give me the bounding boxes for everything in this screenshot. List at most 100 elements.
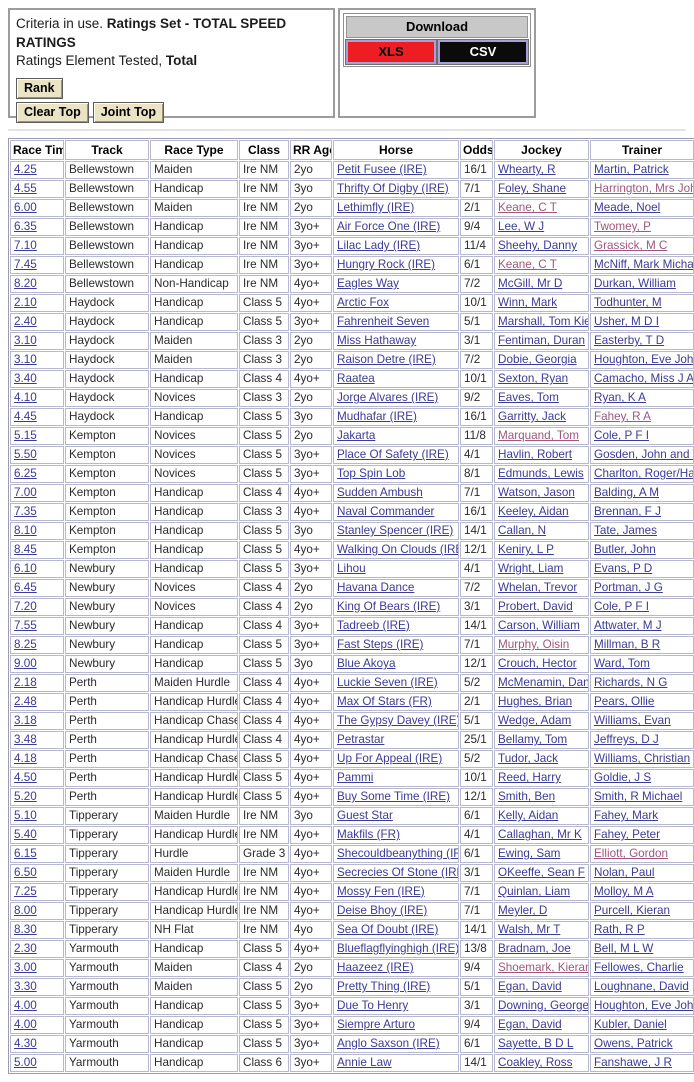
trainer-link[interactable]: Camacho, Miss J A	[594, 372, 694, 385]
jockey-link[interactable]: Downing, George	[498, 999, 589, 1012]
jockey-link[interactable]: Sexton, Ryan	[498, 372, 569, 385]
horse-link[interactable]: Fast Steps (IRE)	[337, 638, 424, 651]
race-time-link[interactable]: 6.15	[14, 847, 37, 860]
race-time-link[interactable]: 6.45	[14, 581, 37, 594]
race-time-link[interactable]: 5.00	[14, 1056, 37, 1069]
race-time-link[interactable]: 8.10	[14, 524, 37, 537]
trainer-link[interactable]: Butler, John	[594, 543, 656, 556]
jockey-link[interactable]: Keane, C T	[498, 258, 557, 271]
jockey-link[interactable]: Smith, Ben	[498, 790, 556, 803]
race-time-link[interactable]: 7.10	[14, 239, 37, 252]
jockey-link[interactable]: Meyler, D	[498, 904, 548, 917]
horse-link[interactable]: Sudden Ambush	[337, 486, 423, 499]
trainer-link[interactable]: Elliott, Gordon	[594, 847, 669, 860]
jockey-link[interactable]: Probert, David	[498, 600, 573, 613]
horse-link[interactable]: King Of Bears (IRE)	[337, 600, 441, 613]
race-time-link[interactable]: 4.45	[14, 410, 37, 423]
race-time-link[interactable]: 4.25	[14, 163, 37, 176]
race-time-link[interactable]: 6.25	[14, 467, 37, 480]
jockey-link[interactable]: Edmunds, Lewis	[498, 467, 584, 480]
trainer-link[interactable]: Houghton, Eve Johnson	[594, 999, 694, 1012]
jockey-link[interactable]: Whearty, R	[498, 163, 556, 176]
trainer-link[interactable]: Owens, Patrick	[594, 1037, 673, 1050]
trainer-link[interactable]: Bell, M L W	[594, 942, 654, 955]
horse-link[interactable]: Pretty Thing (IRE)	[337, 980, 431, 993]
trainer-link[interactable]: Meade, Noel	[594, 201, 661, 214]
race-time-link[interactable]: 8.20	[14, 277, 37, 290]
trainer-link[interactable]: Williams, Evan	[594, 714, 671, 727]
horse-link[interactable]: The Gypsy Davey (IRE)	[337, 714, 459, 727]
horse-link[interactable]: Sea Of Doubt (IRE)	[337, 923, 439, 936]
jockey-link[interactable]: Reed, Harry	[498, 771, 562, 784]
jockey-link[interactable]: McGill, Mr D	[498, 277, 563, 290]
race-time-link[interactable]: 4.55	[14, 182, 37, 195]
jockey-link[interactable]: Lee, W J	[498, 220, 545, 233]
horse-link[interactable]: Blue Akoya	[337, 657, 396, 670]
race-time-link[interactable]: 7.55	[14, 619, 37, 632]
race-time-link[interactable]: 3.10	[14, 334, 37, 347]
horse-link[interactable]: Up For Appeal (IRE)	[337, 752, 443, 765]
horse-link[interactable]: Jakarta	[337, 429, 376, 442]
jockey-link[interactable]: Keeley, Aidan	[498, 505, 569, 518]
jockey-link[interactable]: Bellamy, Tom	[498, 733, 568, 746]
jockey-link[interactable]: Crouch, Hector	[498, 657, 577, 670]
race-time-link[interactable]: 5.10	[14, 809, 37, 822]
jockey-link[interactable]: Carson, William	[498, 619, 580, 632]
trainer-link[interactable]: Usher, M D I	[594, 315, 659, 328]
horse-link[interactable]: Raatea	[337, 372, 375, 385]
race-time-link[interactable]: 7.00	[14, 486, 37, 499]
trainer-link[interactable]: Balding, A M	[594, 486, 659, 499]
download-xls-button[interactable]: XLS	[345, 39, 437, 65]
trainer-link[interactable]: Brennan, F J	[594, 505, 661, 518]
jockey-link[interactable]: Egan, David	[498, 1018, 562, 1031]
horse-link[interactable]: Max Of Stars (FR)	[337, 695, 432, 708]
horse-link[interactable]: Guest Star	[337, 809, 393, 822]
trainer-link[interactable]: Molloy, M A	[594, 885, 654, 898]
horse-link[interactable]: Shecouldbeanything (IRE)	[337, 847, 458, 860]
race-time-link[interactable]: 5.20	[14, 790, 37, 803]
trainer-link[interactable]: Nolan, Paul	[594, 866, 655, 879]
horse-link[interactable]: Due To Henry	[337, 999, 409, 1012]
jockey-link[interactable]: Kelly, Aidan	[498, 809, 559, 822]
jockey-link[interactable]: Watson, Jason	[498, 486, 575, 499]
trainer-link[interactable]: Ward, Tom	[594, 657, 650, 670]
horse-link[interactable]: Raison Detre (IRE)	[337, 353, 436, 366]
race-time-link[interactable]: 2.30	[14, 942, 37, 955]
trainer-link[interactable]: Fahey, R A	[594, 410, 651, 423]
horse-link[interactable]: Annie Law	[337, 1056, 392, 1069]
jockey-link[interactable]: OKeeffe, Sean F	[498, 866, 585, 879]
jockey-link[interactable]: Hughes, Brian	[498, 695, 573, 708]
race-time-link[interactable]: 3.18	[14, 714, 37, 727]
trainer-link[interactable]: Tate, James	[594, 524, 658, 537]
jockey-link[interactable]: Wright, Liam	[498, 562, 564, 575]
race-time-link[interactable]: 6.35	[14, 220, 37, 233]
horse-link[interactable]: Top Spin Lob	[337, 467, 406, 480]
trainer-link[interactable]: Fahey, Peter	[594, 828, 661, 841]
race-time-link[interactable]: 6.50	[14, 866, 37, 879]
horse-link[interactable]: Anglo Saxson (IRE)	[337, 1037, 440, 1050]
jockey-link[interactable]: Sheehy, Danny	[498, 239, 578, 252]
race-time-link[interactable]: 4.10	[14, 391, 37, 404]
jockey-link[interactable]: Keniry, L P	[498, 543, 554, 556]
trainer-link[interactable]: Williams, Christian	[594, 752, 691, 765]
trainer-link[interactable]: Richards, N G	[594, 676, 668, 689]
horse-link[interactable]: Blueflagflyinghigh (IRE)	[337, 942, 459, 955]
race-time-link[interactable]: 6.10	[14, 562, 37, 575]
race-time-link[interactable]: 2.10	[14, 296, 37, 309]
horse-link[interactable]: Lethimfly (IRE)	[337, 201, 415, 214]
race-time-link[interactable]: 3.40	[14, 372, 37, 385]
horse-link[interactable]: Miss Hathaway	[337, 334, 417, 347]
trainer-link[interactable]: Portman, J G	[594, 581, 663, 594]
trainer-link[interactable]: Millman, B R	[594, 638, 661, 651]
jockey-link[interactable]: Winn, Mark	[498, 296, 558, 309]
race-time-link[interactable]: 5.50	[14, 448, 37, 461]
jockey-link[interactable]: Marquand, Tom	[498, 429, 579, 442]
jockey-link[interactable]: Whelan, Trevor	[498, 581, 578, 594]
trainer-link[interactable]: Todhunter, M	[594, 296, 662, 309]
horse-link[interactable]: Stanley Spencer (IRE)	[337, 524, 454, 537]
trainer-link[interactable]: Smith, R Michael	[594, 790, 683, 803]
jockey-link[interactable]: Walsh, Mr T	[498, 923, 561, 936]
trainer-link[interactable]: Fanshawe, J R	[594, 1056, 672, 1069]
joint-top-button[interactable]: Joint Top	[92, 101, 165, 123]
race-time-link[interactable]: 4.18	[14, 752, 37, 765]
